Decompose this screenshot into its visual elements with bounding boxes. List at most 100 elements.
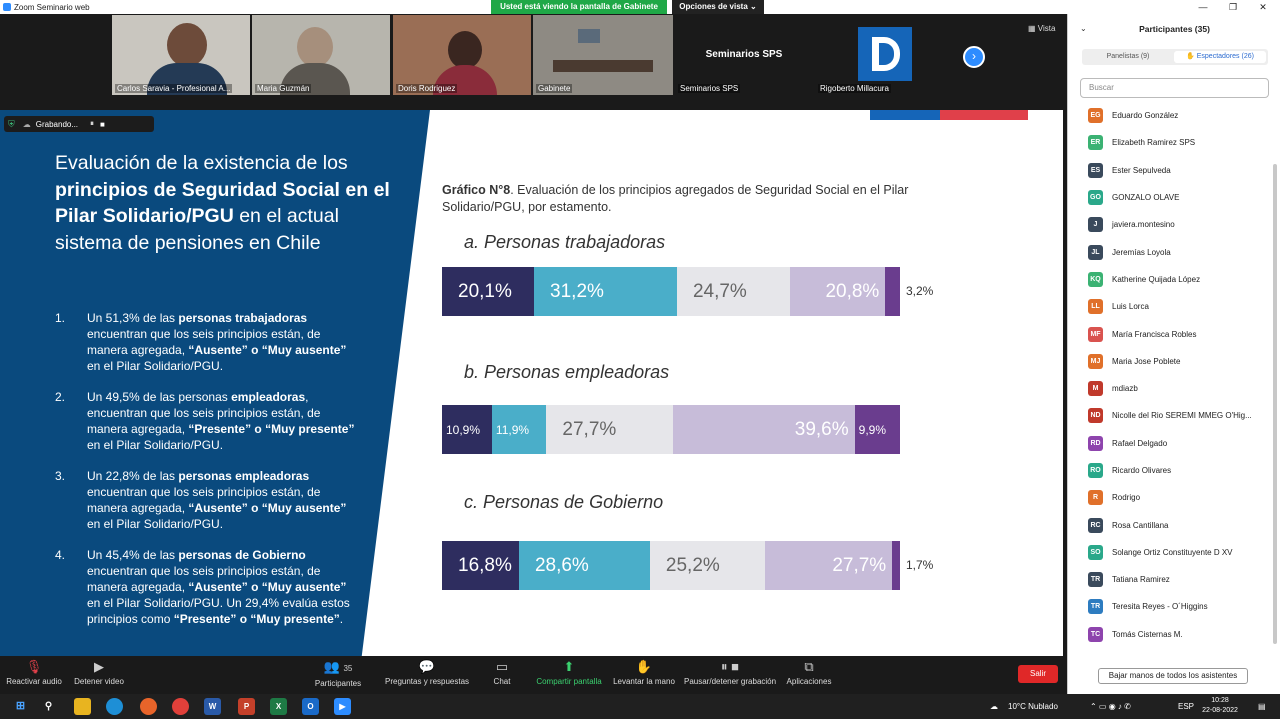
video-tile-name: Rigoberto Millacura <box>818 84 891 93</box>
avatar: J <box>1088 217 1103 233</box>
participant-row[interactable]: MJ Maria Jose Poblete <box>1080 348 1268 375</box>
video-tile[interactable]: Gabinete <box>533 15 673 95</box>
lower-all-hands-button[interactable]: Bajar manos de todos los asistentes <box>1098 668 1248 684</box>
key-point-item: 4. Un 45,4% de las personas de Gobierno e… <box>55 547 355 627</box>
share-screen-button[interactable]: ⬆ Compartir pantalla <box>536 659 602 687</box>
participant-row[interactable]: ES Ester Sepulveda <box>1080 157 1268 184</box>
participant-name: mdiazb <box>1112 384 1138 394</box>
participant-list-scrollbar[interactable] <box>1273 164 1277 644</box>
data-label: 16,8% <box>458 554 512 576</box>
participant-row[interactable]: TC Tomás Cisternas M. <box>1080 621 1268 648</box>
muted-mic-icon: 🎙 <box>25 659 43 674</box>
outlook-icon[interactable]: O <box>302 698 319 715</box>
data-label: 27,7% <box>562 418 617 440</box>
video-tile[interactable]: Carlos Saravia - Profesional A... <box>112 15 250 95</box>
participant-row[interactable]: JL Jeremías Loyola <box>1080 238 1268 265</box>
avatar: RC <box>1088 517 1103 533</box>
powerpoint-icon[interactable]: P <box>238 698 255 715</box>
pause-recording-icon[interactable]: ⏸ <box>90 119 95 128</box>
participant-row[interactable]: RC Rosa Cantillana <box>1080 511 1268 538</box>
pause-recording-button[interactable]: ⏸ ■ Pausar/detener grabación <box>684 659 777 687</box>
avatar: ND <box>1088 408 1103 424</box>
qa-button[interactable]: 💬 Preguntas y respuestas <box>385 659 470 687</box>
video-tile[interactable]: Doris Rodriguez <box>393 15 531 95</box>
data-label: 31,2% <box>550 280 604 302</box>
leave-button[interactable]: Salir <box>1018 665 1058 683</box>
participant-name: Katherine Quijada López <box>1112 274 1201 284</box>
unmute-audio-button[interactable]: 🎙 Reactivar audio <box>6 659 62 687</box>
video-tile[interactable]: Seminarios SPS Seminarios SPS <box>675 15 813 95</box>
data-label: 3,2% <box>906 284 934 298</box>
search-input[interactable]: Buscar <box>1080 78 1269 98</box>
firefox-icon[interactable] <box>140 698 157 715</box>
participant-name: María Francisca Robles <box>1112 329 1197 339</box>
zoom-taskbar-icon[interactable]: ▶ <box>334 698 351 715</box>
video-tile[interactable]: Rigoberto Millacura <box>815 15 953 95</box>
maximize-button[interactable]: ❐ <box>1228 2 1238 12</box>
language-indicator[interactable]: ESP <box>1178 702 1195 711</box>
participant-row[interactable]: TR Teresita Reyes - O´Higgins <box>1080 593 1268 620</box>
chart-group-title: c. Personas de Gobierno <box>464 492 664 512</box>
word-icon[interactable]: W <box>204 698 221 715</box>
participant-row[interactable]: RD Rafael Delgado <box>1080 430 1268 457</box>
participant-name: javiera.montesino <box>1112 220 1175 230</box>
bar-segment: 24,7% <box>676 267 791 316</box>
clock[interactable]: 10:28 22-08-2022 <box>1202 697 1238 714</box>
participants-icon: 👥 35 <box>323 659 353 674</box>
point-text: en el Pilar Solidario/PGU. <box>87 438 224 452</box>
window-title: Zoom Seminario web <box>14 2 90 12</box>
participants-title: Participantes (35) <box>1139 24 1210 34</box>
participant-row[interactable]: SO Solange Ortiz Constituyente D XV <box>1080 539 1268 566</box>
participant-row[interactable]: TR Tatiana Ramirez <box>1080 566 1268 593</box>
weather-text[interactable]: 10°C Nublado <box>1008 702 1058 711</box>
participants-button[interactable]: 👥 35 Participantes <box>312 659 364 689</box>
bar-segment: 20,1% <box>442 267 535 316</box>
participant-row[interactable]: RO Ricardo Olivares <box>1080 457 1268 484</box>
shield-icon: ⛨ <box>8 118 15 129</box>
recording-label: Grabando... <box>35 119 79 129</box>
participant-row[interactable]: LL Luis Lorca <box>1080 293 1268 320</box>
qa-icon: 💬 <box>418 659 436 674</box>
excel-icon[interactable]: X <box>270 698 287 715</box>
video-tile[interactable]: Maria Guzmán <box>252 15 390 95</box>
close-window-button[interactable]: ✕ <box>1259 2 1267 12</box>
slide-navy-panel <box>0 110 430 670</box>
system-tray-icons[interactable]: ⌃ ▭ ◉ ♪ ✆ <box>1090 702 1131 711</box>
participant-row[interactable]: ER Elizabeth Ramirez SPS <box>1080 129 1268 156</box>
video-tile-name: Carlos Saravia - Profesional A... <box>115 84 233 93</box>
raise-hand-button[interactable]: ✋ Levantar la mano <box>613 659 675 687</box>
participant-row[interactable]: KQ Katherine Quijada López <box>1080 266 1268 293</box>
data-label: 20,8% <box>825 280 880 302</box>
participant-row[interactable]: ND Nicolle del Rio SEREMI MMEG O'Hig... <box>1080 402 1268 429</box>
tab-attendees[interactable]: ✋ Espectadores (26) <box>1174 51 1266 63</box>
data-label: 27,7% <box>832 554 887 576</box>
file-explorer-icon[interactable] <box>74 698 91 715</box>
next-videos-button[interactable]: › <box>963 46 985 68</box>
view-options-button[interactable]: Opciones de vista ⌄ <box>672 0 764 14</box>
point-number: 2. <box>55 390 66 404</box>
apps-button[interactable]: ⧉ Aplicaciones <box>786 659 832 687</box>
chat-button[interactable]: ▭ Chat <box>488 660 516 687</box>
view-button[interactable]: ▦ Vista <box>1028 24 1056 33</box>
stop-video-button[interactable]: ▶ Detener video <box>70 660 128 687</box>
tab-panelists[interactable]: Panelistas (9) <box>1106 53 1150 60</box>
stop-recording-icon[interactable]: ■ <box>100 119 105 129</box>
minimize-button[interactable]: — <box>1198 2 1208 12</box>
data-label: 9,9% <box>858 422 887 437</box>
participant-name: Nicolle del Rio SEREMI MMEG O'Hig... <box>1112 411 1252 421</box>
notifications-icon[interactable]: ▤ <box>1258 702 1266 711</box>
participant-row[interactable]: MF María Francisca Robles <box>1080 320 1268 347</box>
windows-start-icon[interactable]: ⊞ <box>15 700 26 712</box>
collapse-chevron-icon[interactable]: ⌄ <box>1080 24 1087 33</box>
participant-row[interactable]: GO GONZALO OLAVE <box>1080 184 1268 211</box>
chrome-icon[interactable] <box>172 698 189 715</box>
edge-icon[interactable] <box>106 698 123 715</box>
participant-name: Solange Ortiz Constituyente D XV <box>1112 547 1233 557</box>
participant-row[interactable]: EG Eduardo González <box>1080 102 1268 129</box>
participant-row[interactable]: R Rodrigo <box>1080 484 1268 511</box>
participant-name: Tomás Cisternas M. <box>1112 629 1183 639</box>
data-label: 1,7% <box>906 558 934 572</box>
search-icon[interactable]: ⚲ <box>44 701 53 712</box>
